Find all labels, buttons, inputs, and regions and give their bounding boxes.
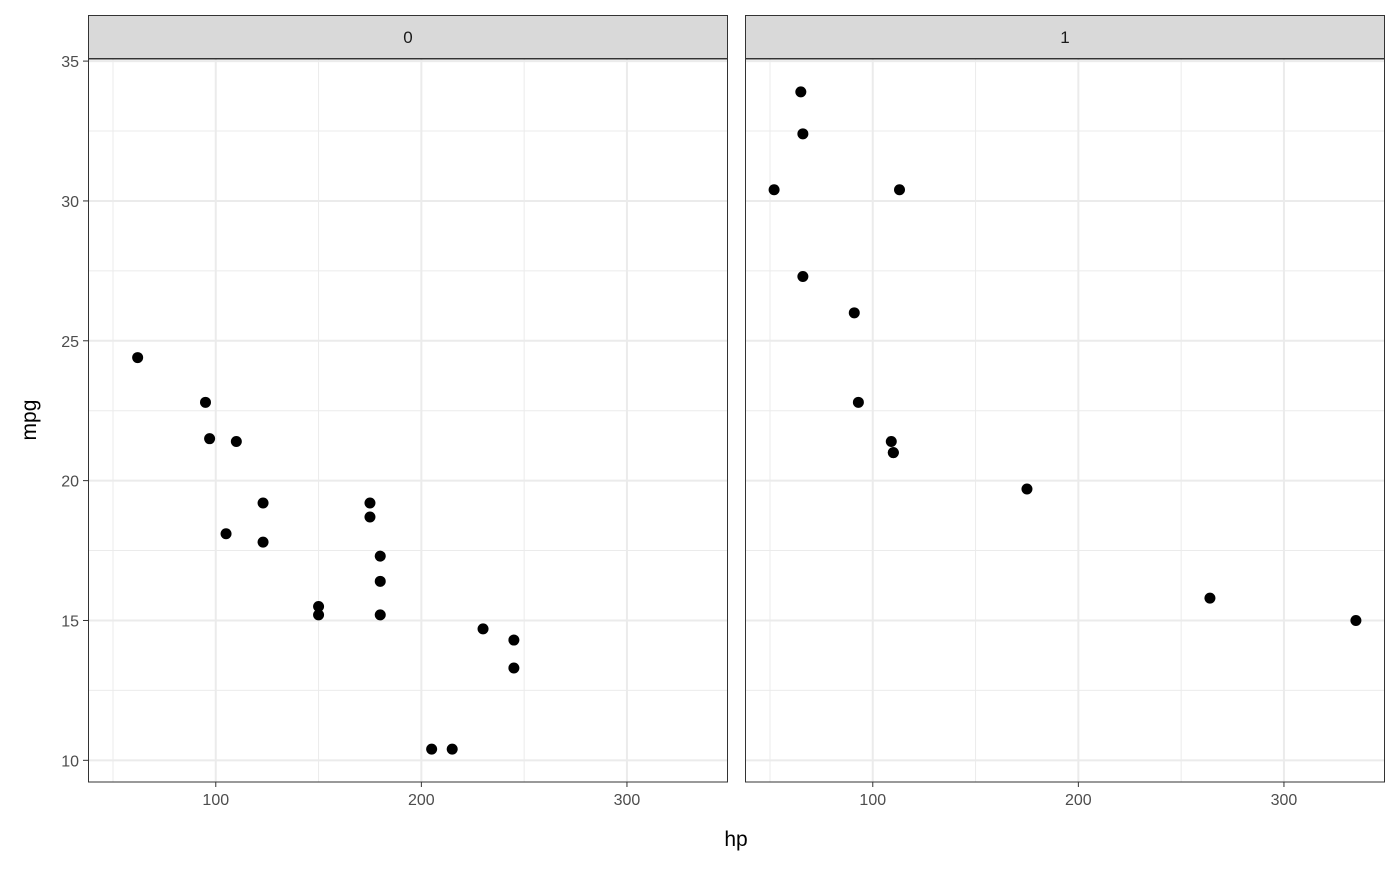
data-point — [848, 307, 860, 319]
data-point — [1350, 614, 1362, 626]
x-tick-label: 200 — [408, 792, 435, 809]
data-point — [374, 609, 386, 621]
panel-0: 0 100 200 300 — [88, 15, 728, 809]
y-tick-label: 20 — [61, 474, 79, 491]
y-axis-label: mpg — [18, 400, 41, 441]
panel-background — [745, 59, 1385, 782]
x-axis-label: hp — [724, 828, 747, 851]
data-point — [797, 270, 809, 282]
x-tick-label: 100 — [202, 792, 229, 809]
data-point — [313, 600, 325, 612]
data-point — [313, 609, 325, 621]
data-point — [768, 184, 780, 196]
y-tick-label: 35 — [61, 54, 79, 71]
data-point — [374, 575, 386, 587]
data-point — [885, 435, 897, 447]
data-point — [374, 550, 386, 562]
panel-background — [88, 59, 728, 782]
data-point — [797, 128, 809, 140]
facet-strip-label: 1 — [1060, 28, 1069, 47]
data-point — [894, 184, 906, 196]
data-point — [257, 497, 269, 509]
data-point — [1204, 592, 1216, 604]
facet-strip — [745, 15, 1385, 59]
y-tick-label: 30 — [61, 194, 79, 211]
data-point — [477, 623, 489, 635]
x-tick-label: 300 — [614, 792, 641, 809]
data-point — [364, 497, 376, 509]
data-point — [795, 86, 807, 98]
data-point — [1021, 483, 1033, 495]
x-tick-label: 200 — [1065, 792, 1092, 809]
y-tick-label: 15 — [61, 613, 79, 630]
data-point — [204, 433, 216, 445]
data-point — [887, 447, 899, 459]
x-tick-label: 300 — [1271, 792, 1298, 809]
data-point — [508, 662, 520, 674]
data-point — [220, 528, 232, 540]
data-point — [852, 396, 864, 408]
panel-1: 1 100 200 300 — [745, 15, 1385, 809]
y-tick-label: 25 — [61, 334, 79, 351]
facet-strip — [88, 15, 728, 59]
data-point — [199, 396, 211, 408]
facet-strip-label: 0 — [403, 28, 412, 47]
data-point — [426, 743, 438, 755]
data-point — [364, 511, 376, 523]
x-tick-label: 100 — [859, 792, 886, 809]
data-point — [508, 634, 520, 646]
data-point — [132, 352, 144, 364]
data-point — [230, 435, 242, 447]
data-point — [257, 536, 269, 548]
data-point — [446, 743, 458, 755]
y-tick-label: 10 — [61, 753, 79, 770]
